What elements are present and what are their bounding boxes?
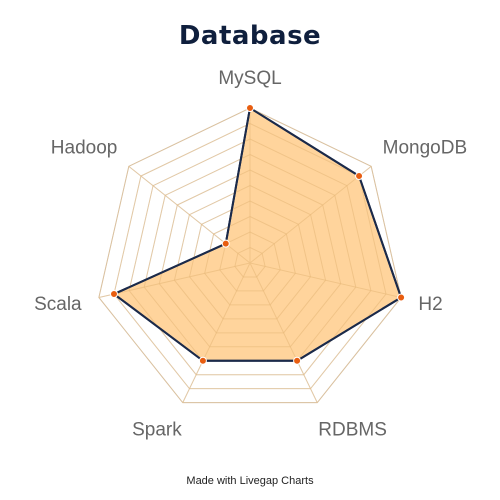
radar-spokes-overlay (98, 108, 402, 403)
spoke-scala (98, 262, 251, 298)
chart-title: Database (179, 21, 321, 51)
spoke-h2 (249, 262, 402, 298)
spoke-spark (182, 262, 251, 403)
grid-ring-5 (173, 184, 327, 334)
spoke-hadoop (128, 165, 251, 264)
axis-label-rdbms: RDBMS (318, 420, 387, 441)
series-outline-0 (112, 107, 403, 362)
data-point-scala[interactable] (109, 290, 118, 299)
data-point-h2[interactable] (397, 293, 406, 302)
grid-ring-10 (98, 107, 402, 404)
grid-ring-4 (189, 200, 311, 320)
spoke-rdbms (249, 262, 318, 403)
axis-label-scala: Scala (34, 294, 82, 315)
grid-ring-9 (113, 122, 387, 390)
grid-ring-6 (158, 169, 342, 348)
data-point-spark[interactable] (198, 356, 207, 365)
data-point-mongodb[interactable] (355, 172, 364, 181)
grid-ring-1 (234, 246, 266, 278)
axis-label-spark: Spark (132, 420, 182, 441)
category-labels: MySQL MongoDB H2 RDBMS Spark Scala Hadoop (34, 68, 467, 441)
radar-series (98, 104, 406, 404)
data-point-mysql[interactable] (246, 104, 254, 112)
data-point-rdbms[interactable] (293, 356, 302, 365)
grid-ring-3 (204, 215, 296, 306)
data-point-hadoop[interactable] (221, 239, 230, 248)
grid-ring-2 (219, 231, 281, 292)
spoke-mongodb (249, 165, 372, 264)
footer-credit: Made with Livegap Charts (186, 475, 314, 487)
axis-label-mongodb: MongoDB (383, 138, 468, 159)
axis-label-hadoop: Hadoop (51, 138, 118, 159)
axis-label-mysql: MySQL (218, 68, 281, 89)
grid-ring-8 (128, 138, 372, 376)
axis-label-h2: H2 (418, 294, 442, 315)
radar-grid-overlay (98, 107, 402, 404)
